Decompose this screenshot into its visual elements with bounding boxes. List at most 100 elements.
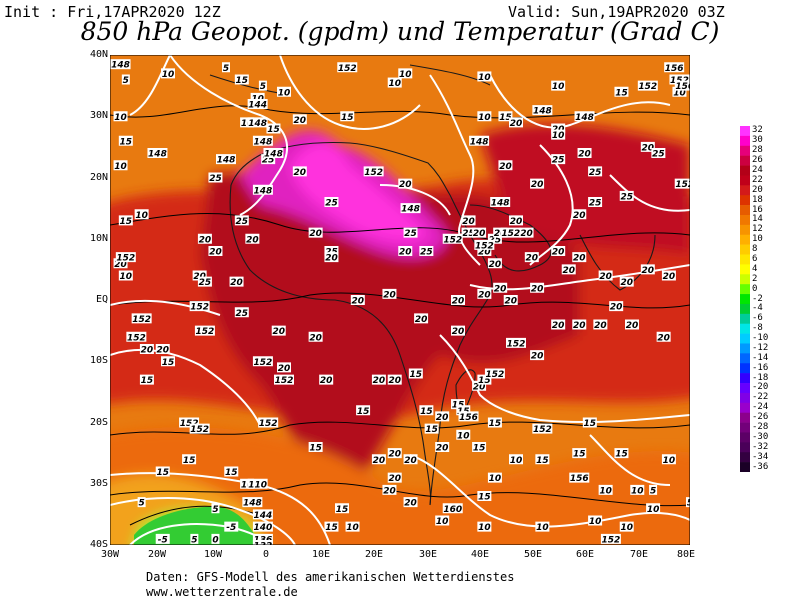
geopotential-label-box (252, 540, 273, 545)
colorbar-label: 22 (752, 174, 763, 185)
colorbar-label: 24 (752, 164, 763, 175)
temperature-label: 20 (246, 235, 259, 245)
temperature-label-box (408, 368, 423, 379)
temperature-label-box (197, 276, 212, 287)
temperature-label: 20 (642, 266, 655, 276)
temperature-label: 20 (278, 364, 291, 374)
temperature-label: 10 (436, 517, 449, 527)
temperature-label-box (477, 374, 492, 385)
colorbar-swatch (740, 422, 750, 433)
geopotential-label: 148 (470, 137, 489, 147)
temperature-label: 15 (425, 425, 438, 435)
temperature-label-box (498, 111, 513, 122)
colorbar-swatch (740, 402, 750, 413)
colorbar-swatch (740, 432, 750, 443)
colorbar-label: -20 (752, 382, 769, 393)
temperature-label: 15 (309, 444, 322, 454)
coastlines (209, 64, 656, 506)
temperature-label: 0 (212, 535, 218, 545)
temperature-label: 25 (209, 174, 222, 184)
geopotential-label: 152 (254, 358, 273, 368)
colorbar-label: -18 (752, 372, 769, 383)
temperature-label-box (139, 344, 154, 354)
geopotential-label: 156 (459, 413, 478, 423)
temperature-label: 20 (352, 297, 365, 307)
temperature-label-box (477, 111, 492, 122)
geopotential-label: 152 (443, 235, 462, 245)
colorbar-label: -12 (752, 342, 769, 353)
colorbar-swatch (740, 392, 750, 404)
temperature-label-box (229, 276, 244, 287)
temperature-label-box (403, 454, 418, 465)
temperature-label: 15 (536, 456, 549, 466)
temperature-label-box (661, 454, 676, 465)
colorbar-label: -6 (752, 313, 763, 324)
lon-label-80e: 80E (676, 549, 696, 560)
temperature-label: 20 (531, 284, 544, 294)
colorbar-label: 4 (752, 263, 758, 274)
temperature-label-box (292, 114, 307, 125)
temperature-label-box (250, 92, 265, 103)
temperature-label: 5 (191, 535, 197, 545)
temperature-label-box (477, 491, 492, 501)
temperature-label: -5 (226, 523, 236, 533)
temperature-label-box (487, 233, 502, 244)
temperature-label: 20 (562, 266, 575, 276)
temperature-label-box (224, 521, 239, 532)
temperature-label: 10 (114, 162, 127, 172)
temperature-label: 20 (526, 254, 539, 264)
temperature-label: 20 (657, 333, 670, 343)
geopotential-label-box (131, 313, 152, 324)
temperature-label-box (308, 331, 323, 342)
temperature-label: 20 (388, 450, 401, 460)
geopotential-label-box (664, 62, 685, 73)
temperature-label: 15 (325, 523, 338, 533)
geopotential-label: 152 (364, 168, 383, 178)
temperature-label: 20 (478, 248, 491, 258)
temperature-label: 10 (536, 523, 549, 533)
geopotential-label: 156 (665, 64, 684, 74)
temperature-label: 20 (520, 229, 533, 239)
temperature-label: 15 (420, 407, 433, 417)
temperature-label-box (234, 74, 249, 85)
geopotential-label-box (247, 117, 268, 128)
temperature-label: 20 (230, 278, 243, 288)
geopotential-label-box (669, 74, 690, 85)
temperature-label: 10 (399, 70, 412, 80)
temperature-label-box (371, 374, 386, 385)
temperature-label-box (472, 227, 487, 238)
temperature-label-box (424, 423, 439, 434)
geopotential-label: 156 (570, 474, 589, 484)
temperature-label: 20 (578, 150, 591, 160)
colorbar-label: -32 (752, 441, 769, 452)
temperature-label: 25 (262, 156, 275, 166)
geopotential-label-box (490, 197, 511, 207)
geopotential-label-box (574, 111, 595, 122)
temperature-label-box (572, 319, 587, 330)
temperature-label-box (672, 86, 687, 97)
temperature-label: 20 (626, 321, 639, 331)
colorbar-swatch (740, 343, 750, 354)
temperature-label: 10 (114, 113, 127, 123)
temperature-label-box (572, 209, 587, 220)
geopotential-label: 152 (507, 339, 526, 349)
temperature-label: 20 (573, 321, 586, 331)
temperature-label-box (345, 521, 360, 532)
geopotential-label: 152 (132, 315, 151, 325)
temperature-label-box (208, 172, 223, 183)
geopotential-label: 148 (254, 186, 273, 196)
temperature-label: 20 (531, 352, 544, 362)
temperature-label: 5 (212, 505, 218, 515)
temperature-label: 10 (388, 79, 401, 89)
temperature-label: 10 (663, 456, 676, 466)
temperature-label-box (551, 80, 566, 91)
geopotential-label-box (569, 472, 590, 483)
temperature-label-box (524, 252, 539, 263)
temperature-label-box (614, 448, 629, 459)
temperature-label-box (240, 478, 255, 489)
colorbar-label: 20 (752, 184, 763, 195)
colorbar-swatch (740, 452, 750, 463)
geopotential-label: 160 (443, 505, 462, 515)
temperature-label: 25 (325, 199, 338, 209)
